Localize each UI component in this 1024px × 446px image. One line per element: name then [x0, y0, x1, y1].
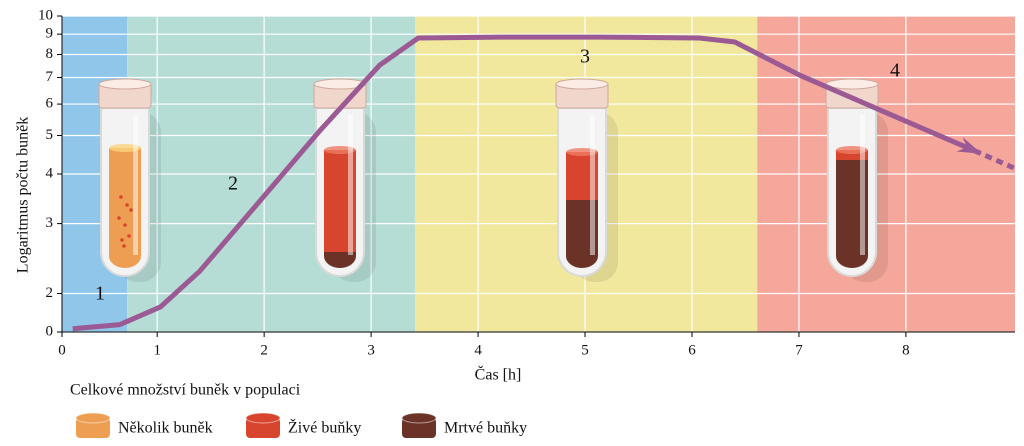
- x-axis-label: Čas [h]: [475, 365, 522, 384]
- tube-cap-top: [98, 78, 152, 90]
- y-tick-label: 7: [46, 69, 54, 85]
- phase-label: 2: [228, 173, 238, 195]
- tube-highlight: [133, 115, 138, 255]
- x-tick-label: 2: [260, 342, 268, 358]
- tube-content: [836, 150, 868, 160]
- growth-curve: [72, 34, 976, 332]
- legend-swatch-top: [245, 412, 281, 424]
- cell-dot: [127, 234, 131, 238]
- tube-cap-top: [313, 78, 367, 90]
- tube-highlight: [348, 115, 353, 255]
- y-tick-label: 8: [46, 46, 54, 62]
- x-tick-label: 1: [153, 342, 161, 358]
- y-tick-label: 3: [46, 215, 54, 231]
- legend-swatch: [246, 418, 280, 438]
- cell-dot: [119, 195, 123, 199]
- data-layer: [72, 34, 1017, 332]
- y-tick-label: 9: [46, 26, 54, 42]
- legend-swatch: [402, 418, 436, 438]
- test-tube: [555, 78, 618, 282]
- legend-label: Mrtvé buňky: [444, 420, 527, 437]
- x-tick-label: 0: [58, 342, 66, 358]
- tube-content: [324, 252, 356, 268]
- x-tick-label: 7: [795, 342, 803, 358]
- legend-swatch-top: [401, 412, 437, 424]
- cell-dot: [122, 244, 126, 248]
- cell-dot: [120, 238, 124, 242]
- y-tick-label: 2: [46, 285, 54, 301]
- phase-label: 1: [95, 283, 105, 305]
- tube-cap-top: [555, 78, 609, 90]
- y-tick-label: 5: [46, 127, 54, 143]
- phase-label: 4: [890, 60, 900, 82]
- curve-extension: [973, 148, 1017, 171]
- x-tick-label: 3: [367, 342, 375, 358]
- test-tube: [313, 78, 376, 282]
- y-tick-label: 6: [46, 96, 54, 112]
- tube-highlight: [860, 115, 865, 255]
- test-tube: [98, 78, 161, 282]
- y-tick-label: 10: [38, 7, 53, 23]
- x-tick-label: 5: [581, 342, 589, 358]
- arrow-head: [956, 137, 982, 154]
- cell-dot: [125, 203, 129, 207]
- cell-dot: [123, 223, 127, 227]
- y-tick-label: 4: [46, 165, 54, 181]
- tube-highlight: [590, 115, 595, 255]
- legend-swatch: [76, 418, 110, 438]
- legend-swatch-top: [75, 412, 111, 424]
- test-tube: [825, 78, 888, 282]
- legend-title: Celkové množství buněk v populaci: [70, 382, 301, 399]
- x-tick-label: 8: [902, 342, 910, 358]
- x-tick-label: 6: [688, 342, 696, 358]
- cell-dot: [129, 208, 133, 212]
- y-tick-label: 0: [46, 323, 54, 339]
- illustrations: [98, 78, 888, 282]
- x-tick-label: 4: [474, 342, 482, 358]
- legend-label: Živé buňky: [288, 418, 361, 437]
- legend-label: Několik buněk: [118, 420, 213, 437]
- phase-label: 3: [580, 46, 590, 68]
- legend: Několik buněk Živé buňky Mrtvé buňky: [75, 412, 527, 438]
- cell-dot: [117, 216, 121, 220]
- y-axis-label: Logaritmus počtu buněk: [15, 117, 32, 273]
